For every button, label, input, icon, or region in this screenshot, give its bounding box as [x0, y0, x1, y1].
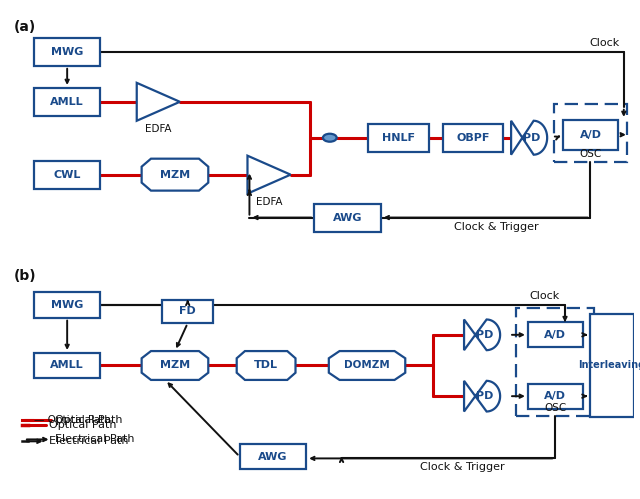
Text: DOMZM: DOMZM	[344, 360, 390, 370]
Text: OSC: OSC	[579, 149, 602, 159]
Text: OBPF: OBPF	[456, 133, 490, 143]
Polygon shape	[248, 156, 291, 194]
FancyBboxPatch shape	[34, 292, 100, 318]
FancyBboxPatch shape	[563, 120, 618, 150]
Text: TDL: TDL	[254, 360, 278, 370]
FancyBboxPatch shape	[314, 204, 381, 232]
FancyBboxPatch shape	[239, 444, 307, 469]
Text: A/D: A/D	[579, 130, 602, 140]
Text: (b): (b)	[14, 269, 37, 283]
Text: Electrical Path: Electrical Path	[49, 436, 128, 446]
Text: HNLF: HNLF	[382, 133, 415, 143]
Text: CWL: CWL	[54, 170, 81, 180]
Text: — Optical Path: — Optical Path	[34, 415, 111, 425]
Polygon shape	[141, 159, 208, 191]
Text: MZM: MZM	[160, 170, 190, 180]
Text: PD: PD	[523, 133, 540, 143]
FancyBboxPatch shape	[368, 124, 429, 152]
Text: MWG: MWG	[51, 47, 83, 57]
Polygon shape	[237, 351, 296, 380]
Text: OSC: OSC	[544, 403, 566, 413]
Text: EDFA: EDFA	[256, 197, 282, 207]
Text: MWG: MWG	[51, 300, 83, 310]
Text: A/D: A/D	[544, 391, 566, 401]
Polygon shape	[329, 351, 405, 380]
FancyBboxPatch shape	[591, 314, 634, 417]
Text: Clock & Trigger: Clock & Trigger	[454, 222, 539, 232]
Text: Optical Path: Optical Path	[49, 420, 116, 430]
Text: Clock: Clock	[530, 291, 560, 301]
Text: (a): (a)	[14, 20, 36, 34]
Text: EDFA: EDFA	[145, 124, 172, 134]
Text: AWG: AWG	[333, 213, 362, 223]
Text: A/D: A/D	[544, 330, 566, 340]
Text: AMLL: AMLL	[51, 97, 84, 107]
Text: Clock: Clock	[589, 38, 620, 48]
Text: FD: FD	[179, 306, 196, 316]
Text: MZM: MZM	[160, 360, 190, 370]
FancyBboxPatch shape	[442, 124, 503, 152]
Text: PD: PD	[476, 391, 493, 401]
Ellipse shape	[323, 134, 337, 142]
Polygon shape	[141, 351, 208, 380]
Text: AWG: AWG	[258, 452, 288, 462]
Polygon shape	[464, 319, 500, 350]
Text: PD: PD	[476, 330, 493, 340]
FancyBboxPatch shape	[34, 38, 100, 66]
Text: Optical Path: Optical Path	[56, 415, 123, 425]
FancyBboxPatch shape	[162, 299, 213, 323]
Text: —: —	[28, 420, 43, 430]
FancyBboxPatch shape	[34, 161, 100, 189]
Text: AMLL: AMLL	[51, 360, 84, 370]
FancyBboxPatch shape	[528, 384, 582, 409]
Text: Interleaving: Interleaving	[579, 360, 640, 370]
Polygon shape	[511, 121, 547, 155]
Polygon shape	[464, 381, 500, 412]
FancyBboxPatch shape	[34, 353, 100, 378]
Text: Electrical Path: Electrical Path	[56, 435, 135, 445]
Text: Clock & Trigger: Clock & Trigger	[420, 462, 504, 472]
FancyBboxPatch shape	[34, 88, 100, 116]
FancyBboxPatch shape	[528, 322, 582, 347]
Polygon shape	[137, 83, 180, 121]
